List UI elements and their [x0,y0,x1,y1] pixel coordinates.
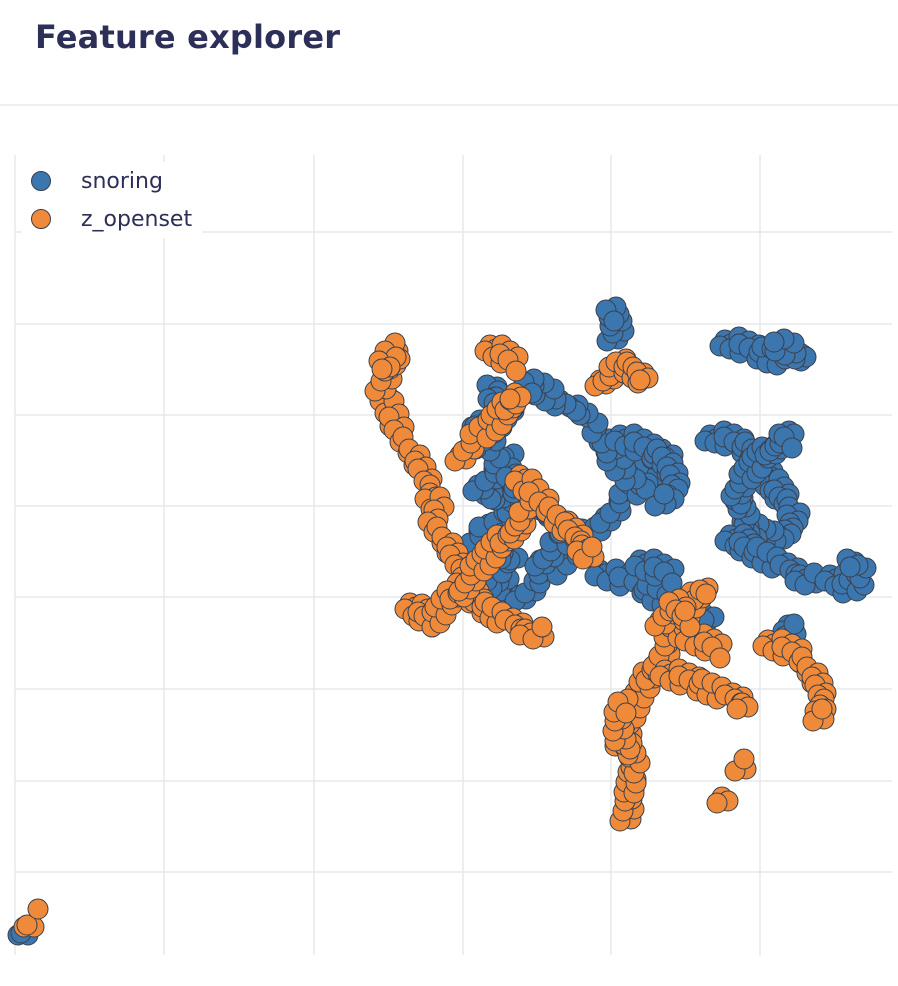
point-z_openset [629,369,651,391]
legend-item-z_openset[interactable]: z_openset [22,200,202,238]
point-z_openset [16,914,38,936]
legend-item-snoring[interactable]: snoring [22,162,202,200]
legend-marker-z_openset [31,209,51,229]
point-z_openset [726,698,748,720]
point-z_openset [531,616,553,638]
point-z_openset [615,702,637,724]
point-z_openset [499,388,521,410]
point-z_openset [733,748,755,770]
header-divider [0,104,898,106]
point-snoring [653,483,675,505]
point-z_openset [674,600,696,622]
point-z_openset [706,792,728,814]
point-snoring [763,331,785,353]
point-z_openset [27,898,49,920]
legend-label-snoring: snoring [81,168,163,194]
point-z_openset [505,360,527,382]
point-z_openset [709,647,731,669]
page-title: Feature explorer [35,18,341,56]
chart-points [7,296,877,946]
series-z_openset [13,332,837,938]
legend-label-z_openset: z_openset [81,206,193,232]
point-z_openset [695,583,717,605]
point-z_openset [581,536,603,558]
chart-legend[interactable]: snoring z_openset [22,162,202,238]
point-z_openset [371,358,393,380]
point-snoring [839,556,861,578]
point-snoring [603,310,625,332]
point-z_openset [811,698,833,720]
point-snoring [781,437,803,459]
legend-marker-snoring [31,171,51,191]
